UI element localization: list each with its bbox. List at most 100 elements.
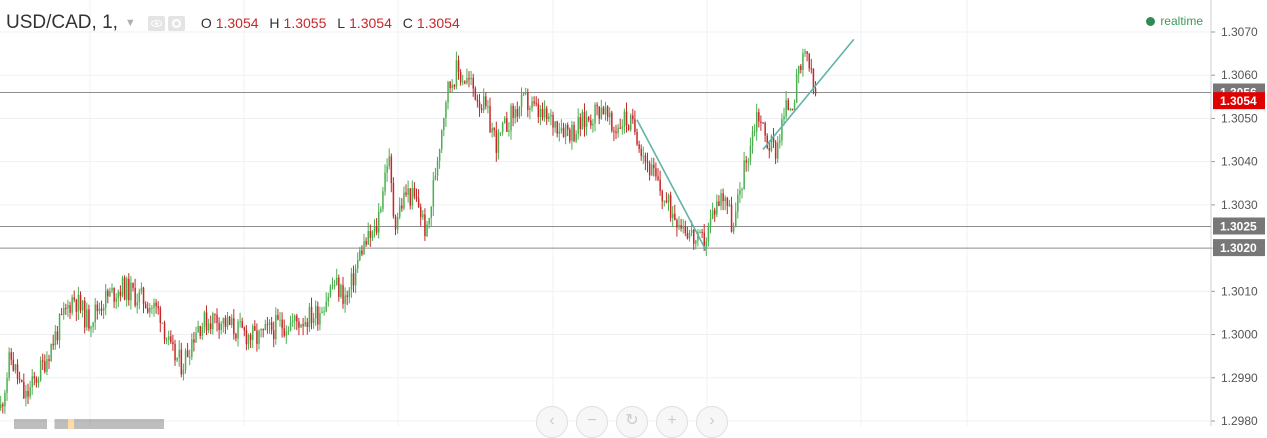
candle-body	[516, 109, 519, 117]
candle-body	[728, 204, 731, 206]
candle-body	[409, 188, 411, 206]
candle-body	[447, 81, 449, 103]
candle-body	[592, 123, 594, 126]
candle-body	[428, 218, 430, 225]
ohlc-open-value: 1.3054	[215, 15, 259, 31]
candle-body	[153, 302, 155, 308]
candle-body	[31, 376, 33, 388]
candle-body	[741, 188, 743, 191]
candle-body	[203, 312, 206, 327]
candle-body	[621, 126, 624, 129]
candle-body	[220, 323, 222, 330]
candle-body	[147, 308, 149, 313]
candle-body	[552, 114, 554, 128]
candle-body	[144, 304, 147, 309]
candle-body	[14, 364, 17, 371]
current-price-marker	[1213, 92, 1265, 110]
candle-body	[726, 197, 729, 206]
candle-body	[795, 74, 798, 103]
ohlc-low-value: 1.3054	[349, 15, 392, 31]
candle-body	[319, 313, 321, 325]
candle-body	[170, 336, 172, 343]
chevron-right-icon[interactable]: ›	[696, 406, 728, 438]
candle-body	[283, 328, 285, 336]
candle-body	[550, 114, 552, 117]
candle-body	[336, 277, 338, 285]
candle-body	[585, 117, 588, 128]
candle-body	[367, 231, 369, 245]
candle-body	[386, 166, 388, 173]
candle-body	[317, 306, 319, 325]
candle-body	[243, 327, 246, 331]
candle-body	[781, 119, 783, 141]
candle-body	[714, 210, 716, 215]
zoom-out-icon[interactable]: −	[576, 406, 608, 438]
candle-body	[365, 241, 367, 245]
reset-icon[interactable]: ↻	[616, 406, 648, 438]
candle-body	[686, 233, 689, 239]
candle-body	[224, 317, 227, 327]
candle-body	[384, 172, 386, 192]
candle-body	[0, 404, 2, 409]
candle-body	[285, 331, 288, 336]
candle-body	[37, 380, 40, 383]
symbol-label[interactable]: USD/CAD, 1,	[6, 12, 118, 33]
candle-body	[90, 327, 92, 329]
ohlc-low-key: L	[337, 15, 346, 31]
candle-body	[258, 330, 260, 344]
candle-body	[77, 294, 80, 312]
candle-body	[401, 205, 403, 209]
candle-body	[294, 315, 296, 321]
candle-body	[441, 130, 443, 150]
candle-body	[812, 68, 815, 89]
eye-icon[interactable]	[147, 15, 165, 31]
candle-body	[342, 285, 344, 304]
candle-body	[548, 116, 550, 120]
candle-body	[407, 188, 409, 195]
candle-body	[483, 96, 485, 111]
candle-body	[445, 102, 447, 118]
candle-body	[598, 106, 600, 119]
candle-body	[688, 232, 691, 239]
candle-body	[178, 349, 180, 358]
candle-body	[48, 359, 50, 362]
candle-body	[489, 106, 491, 133]
candle-body	[457, 60, 460, 72]
candle-body	[323, 311, 325, 313]
candle-body	[556, 121, 558, 134]
price-chart[interactable]: 1.3070 1.3060 1.3050 1.3040 1.3030 1.3020 1.30…	[0, 0, 1267, 426]
candle-body	[300, 324, 302, 328]
chevron-down-icon[interactable]: ▼	[124, 17, 136, 29]
candle-body	[661, 191, 663, 202]
candle-body	[413, 187, 416, 197]
chevron-left-icon[interactable]: ‹	[536, 406, 568, 438]
candle-body	[493, 128, 495, 131]
candle-body	[575, 133, 577, 142]
candle-body	[665, 200, 668, 203]
candle-body	[27, 390, 29, 397]
candle-body	[382, 191, 384, 210]
status-dot-icon	[1146, 16, 1156, 26]
candle-body	[33, 376, 36, 379]
candle-body	[136, 302, 138, 306]
zoom-in-icon[interactable]: +	[656, 406, 688, 438]
level-price-marker	[1213, 239, 1265, 257]
candle-body	[149, 307, 151, 313]
gear-icon[interactable]	[167, 15, 185, 31]
candle-body	[54, 331, 57, 346]
candle-body	[730, 204, 733, 232]
candle-body	[560, 127, 563, 132]
y-tick-label: 1.3070	[1221, 25, 1258, 39]
candle-body	[140, 287, 143, 292]
candle-body	[453, 84, 456, 87]
candle-body	[590, 120, 592, 126]
candle-body	[197, 325, 199, 333]
realtime-indicator: realtime	[1146, 14, 1203, 28]
candle-body	[520, 94, 523, 108]
candle-body	[684, 226, 687, 234]
candle-body	[606, 106, 609, 118]
candle-body	[682, 226, 684, 229]
candle-body	[653, 164, 655, 169]
candle-body	[766, 135, 768, 149]
candle-body	[260, 328, 262, 331]
